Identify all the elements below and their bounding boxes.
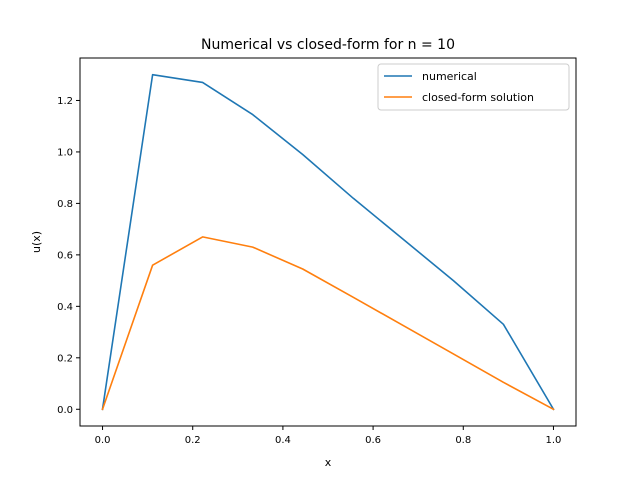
legend-label: closed-form solution — [422, 91, 534, 104]
legend: numerical closed-form solution — [377, 63, 570, 111]
series-line-1 — [101, 236, 555, 411]
y-axis-ticks: 0.0 0.2 0.4 0.6 0.8 1.0 1.2 — [57, 96, 80, 416]
chart-title: Numerical vs closed-form for n = 10 — [201, 37, 455, 53]
x-tick-label: 0.6 — [365, 435, 381, 446]
plot-frame — [79, 57, 577, 427]
series-line-0 — [101, 73, 555, 411]
series-layer — [101, 73, 555, 411]
y-tick-label: 1.2 — [57, 96, 73, 107]
x-tick-label: 1.0 — [546, 435, 562, 446]
legend-label: numerical — [422, 70, 477, 83]
x-tick-label: 0.0 — [95, 435, 111, 446]
x-tick-label: 0.8 — [455, 435, 471, 446]
x-axis-ticks: 0.0 0.2 0.4 0.6 0.8 1.0 — [95, 426, 562, 446]
y-tick-label: 1.0 — [57, 147, 73, 158]
legend-box — [377, 63, 570, 111]
x-axis-label: x — [325, 456, 332, 469]
x-tick-label: 0.2 — [185, 435, 201, 446]
y-tick-label: 0.8 — [57, 199, 73, 210]
y-tick-label: 0.2 — [57, 353, 73, 364]
y-tick-label: 0.4 — [57, 302, 73, 313]
y-axis-label: u(x) — [30, 231, 43, 253]
y-tick-label: 0.0 — [57, 405, 73, 416]
x-tick-label: 0.4 — [275, 435, 291, 446]
y-tick-label: 0.6 — [57, 250, 73, 261]
